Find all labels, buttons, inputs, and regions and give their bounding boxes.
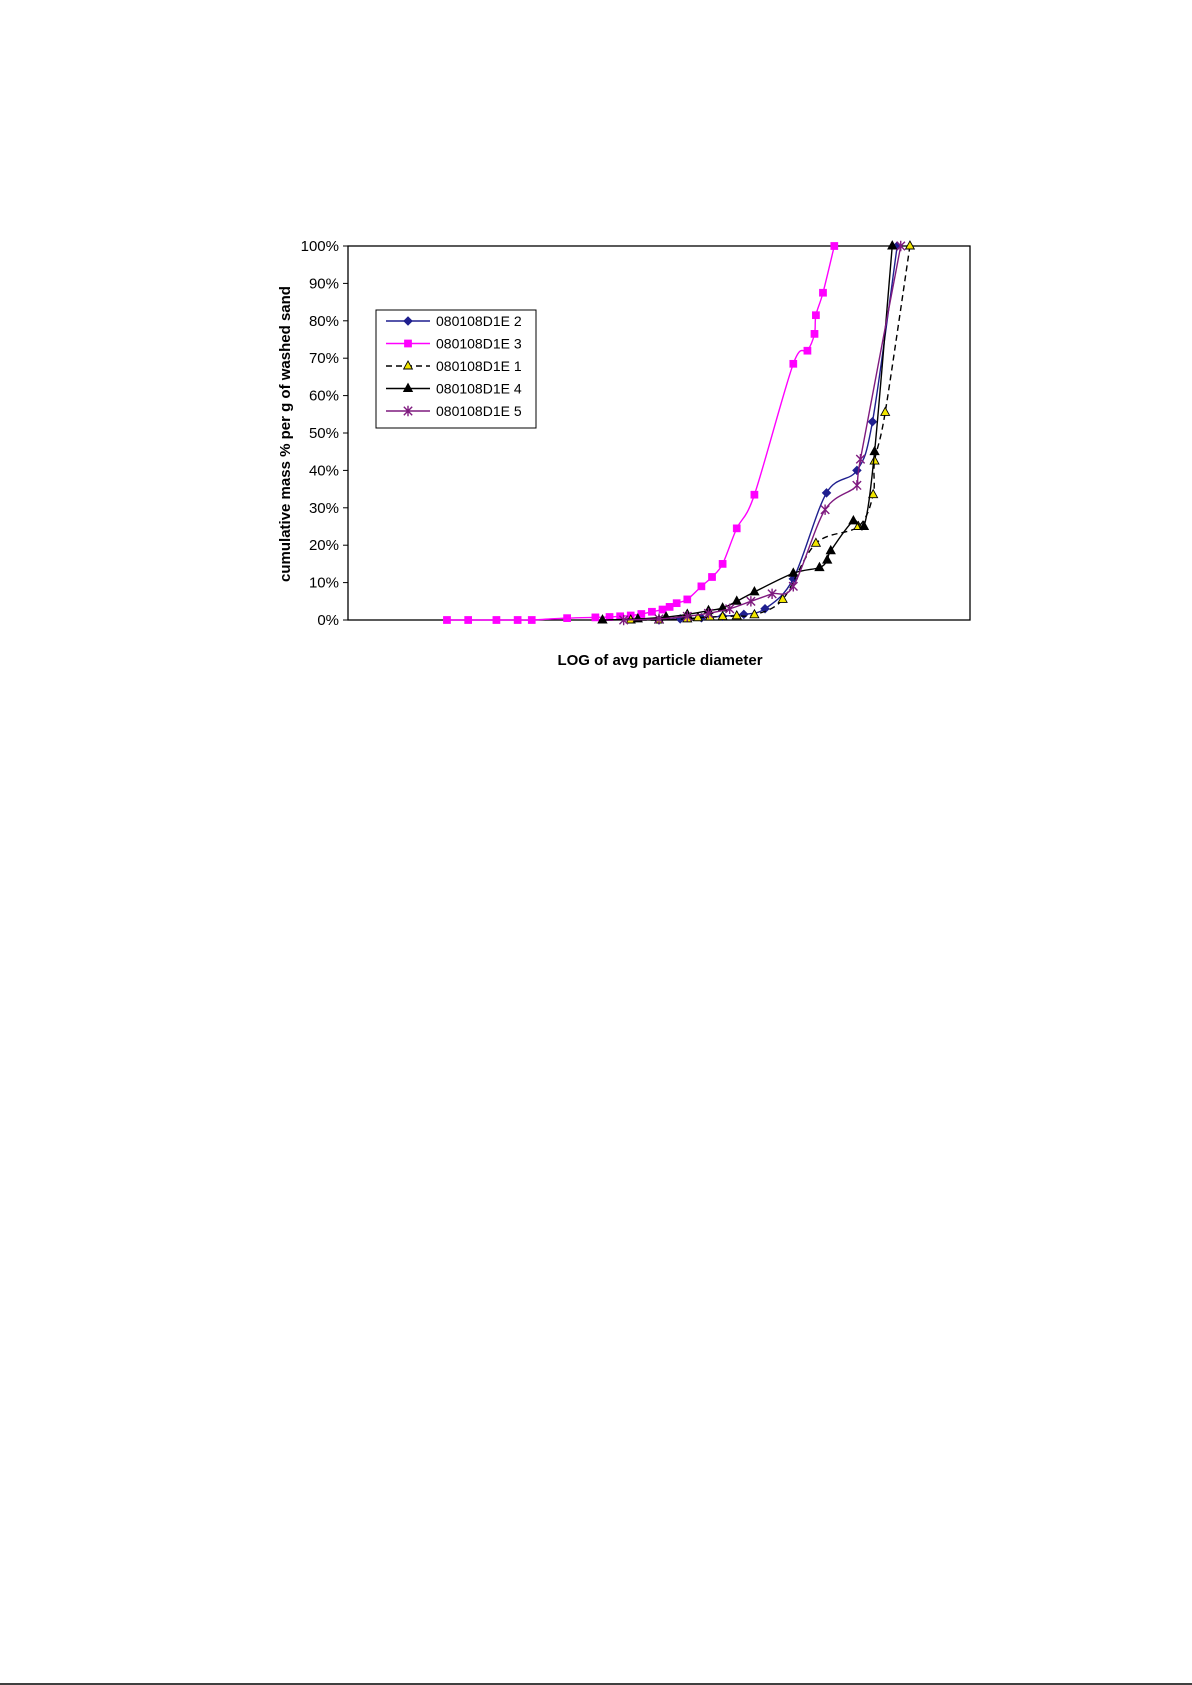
legend-label: 080108D1E 4 — [436, 381, 522, 397]
data-point — [760, 604, 770, 614]
data-point — [443, 616, 451, 624]
data-point — [717, 610, 728, 621]
data-point — [732, 524, 741, 533]
legend: 080108D1E 2 080108D1E 3 080108D1E 1 080108D… — [375, 309, 537, 429]
legend-marker — [403, 316, 413, 326]
data-point — [803, 346, 812, 355]
data-point — [682, 611, 692, 622]
y-tick-label: 60% — [309, 388, 339, 405]
data-point — [703, 608, 714, 619]
data-point — [665, 603, 674, 611]
data-point — [492, 616, 501, 624]
data-point — [746, 596, 756, 607]
data-point — [858, 520, 870, 530]
data-point — [697, 582, 706, 591]
legend-label: 080108D1E 1 — [436, 358, 522, 374]
data-point — [810, 330, 819, 338]
legend-label: 080108D1E 5 — [436, 403, 522, 419]
data-point — [527, 616, 536, 624]
y-tick-label: 90% — [309, 275, 339, 292]
data-point — [812, 311, 820, 320]
data-point — [852, 480, 862, 491]
data-point — [830, 242, 839, 250]
data-point — [648, 607, 656, 616]
data-point — [767, 588, 777, 600]
data-point — [513, 616, 522, 624]
data-point — [724, 603, 735, 614]
data-point — [749, 608, 760, 619]
y-tick-label: 30% — [309, 500, 339, 517]
data-point — [896, 240, 906, 252]
legend-marker — [402, 360, 414, 370]
data-point — [464, 616, 473, 624]
data-point — [789, 359, 798, 368]
data-point — [777, 593, 788, 603]
data-point — [731, 595, 742, 605]
y-tick-label: 20% — [309, 537, 339, 554]
data-point — [605, 613, 614, 621]
data-point — [708, 573, 716, 581]
legend-marker — [403, 405, 413, 417]
data-point — [855, 453, 866, 465]
series-5 — [618, 240, 906, 626]
legend-entry: 080108D1E 1 — [386, 358, 522, 374]
data-point — [880, 406, 891, 416]
data-point — [788, 567, 799, 577]
plot-frame — [347, 245, 971, 621]
x-axis-title: LOG of avg particle diameter — [557, 652, 762, 669]
data-point — [788, 581, 798, 592]
data-point — [597, 614, 608, 624]
data-point — [563, 614, 571, 622]
data-point — [867, 417, 878, 427]
data-point — [618, 614, 629, 626]
data-point — [822, 554, 833, 564]
legend-entry: 080108D1E 2 — [386, 313, 522, 329]
data-point — [718, 560, 727, 568]
y-tick-label: 40% — [309, 462, 339, 479]
data-point — [654, 613, 664, 625]
legend-entry: 080108D1E 4 — [386, 381, 522, 397]
legend-entry: 080108D1E 5 — [386, 403, 522, 419]
data-point — [819, 288, 827, 297]
y-tick-label: 50% — [309, 425, 339, 442]
data-point — [904, 240, 916, 250]
legend-box — [375, 309, 537, 429]
series-4 — [597, 240, 898, 624]
data-point — [672, 599, 681, 608]
data-point — [692, 611, 704, 622]
data-point — [810, 537, 822, 547]
data-point — [887, 240, 898, 250]
data-point — [658, 605, 667, 614]
data-point — [731, 609, 742, 620]
data-point — [825, 544, 836, 555]
series-line — [630, 245, 911, 621]
data-point — [750, 490, 759, 499]
y-tick-label: 10% — [309, 575, 339, 592]
data-point — [814, 561, 825, 572]
data-point — [868, 488, 879, 499]
plot-area — [347, 245, 971, 621]
y-axis-title: cumulative mass % per g of washed sand — [277, 286, 294, 582]
series-layer — [443, 240, 916, 626]
data-point — [749, 586, 760, 596]
data-point — [820, 504, 830, 515]
legend-marker — [402, 382, 414, 392]
y-axis: 0% 10% 20% 30% 40% 50% 60% 70% 80% 90% 100% — [301, 238, 348, 629]
legend-marker — [404, 339, 412, 348]
series-2 — [443, 242, 839, 624]
data-point — [869, 445, 880, 456]
y-tick-label: 100% — [301, 238, 339, 255]
legend-label: 080108D1E 3 — [436, 336, 522, 352]
data-point — [821, 488, 832, 498]
legend-label: 080108D1E 2 — [436, 313, 522, 329]
y-tick-label: 70% — [309, 350, 339, 367]
data-point — [683, 595, 692, 604]
legend-entry: 080108D1E 3 — [386, 336, 522, 352]
y-tick-label: 80% — [309, 313, 339, 330]
y-tick-label: 0% — [317, 612, 339, 629]
data-point — [848, 514, 859, 525]
data-point — [869, 455, 880, 465]
data-point — [591, 613, 600, 622]
